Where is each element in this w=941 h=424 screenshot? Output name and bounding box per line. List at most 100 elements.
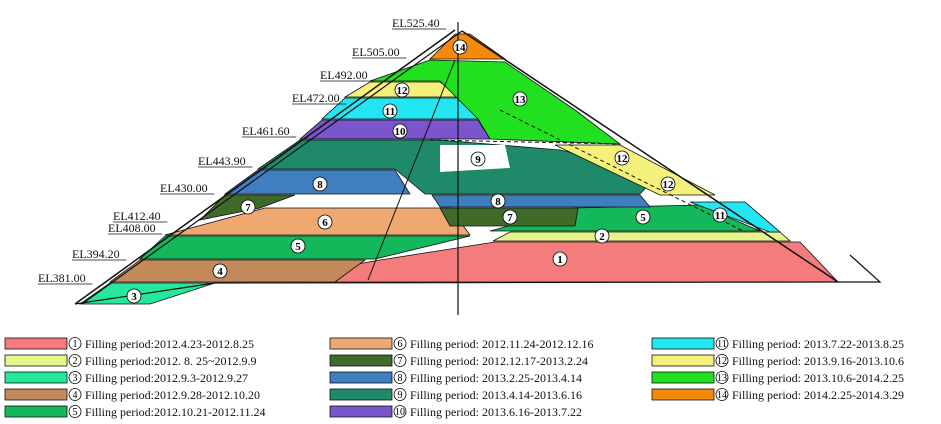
zone-marker xyxy=(452,39,468,55)
elevation-label: EL505.00 xyxy=(352,45,400,59)
legend-marker xyxy=(715,371,729,384)
zone-number: 4 xyxy=(217,266,223,278)
legend-swatch-14 xyxy=(651,388,715,401)
legend-marker xyxy=(68,371,82,384)
legend-number: 5 xyxy=(73,407,78,418)
elevation-label: EL443.90 xyxy=(198,154,246,168)
internal-line-3 xyxy=(429,139,621,145)
upstream-slope xyxy=(74,29,456,305)
zone-number: 8 xyxy=(317,179,323,191)
zone-number: 12 xyxy=(663,179,675,191)
elevation-label: EL492.00 xyxy=(320,68,368,82)
legend-number: 13 xyxy=(717,373,727,384)
zone-number: 12 xyxy=(397,85,409,97)
zone-number: 6 xyxy=(322,217,328,229)
upstream-slope-2 xyxy=(81,30,463,305)
base-line xyxy=(74,254,882,305)
zone-number: 2 xyxy=(599,231,605,243)
zone-number: 12 xyxy=(617,153,629,165)
legend-swatch-12 xyxy=(651,354,715,367)
legend-swatch-11 xyxy=(651,337,715,350)
internal-line-1 xyxy=(367,59,456,281)
legend-number: 9 xyxy=(398,390,403,401)
legend-marker xyxy=(715,337,729,350)
legend-marker xyxy=(68,405,82,418)
zone-number: 14 xyxy=(455,42,467,54)
elevation-label: EL472.00 xyxy=(292,91,340,105)
legend-marker xyxy=(393,388,407,401)
legend-marker xyxy=(393,405,407,418)
legend-number: 6 xyxy=(398,339,403,350)
legend-swatch-1 xyxy=(4,337,68,350)
legend-marker xyxy=(715,354,729,367)
legend-number: 4 xyxy=(73,390,78,401)
legend-label-1: Filling period:2012.4.23-2012.8.25 xyxy=(85,337,254,351)
legend-number: 8 xyxy=(398,373,403,384)
zone-number: 7 xyxy=(507,212,513,224)
legend-marker xyxy=(393,337,407,350)
legend-marker xyxy=(68,354,82,367)
zone-number: 11 xyxy=(385,106,395,118)
elevation-label: EL430.00 xyxy=(160,181,208,195)
elevation-label: EL408.00 xyxy=(108,221,156,235)
zone-marker xyxy=(212,263,228,279)
legend-number: 3 xyxy=(73,373,78,384)
legend-marker xyxy=(715,388,729,401)
zone-2 xyxy=(492,231,792,242)
legend-number: 1 xyxy=(73,339,78,350)
zone-marker xyxy=(614,150,630,166)
zone-marker xyxy=(712,207,728,223)
zone-number: 5 xyxy=(295,241,301,253)
zone-marker xyxy=(317,214,333,230)
legend-label-8: Filling period: 2013.2.25-2013.4.14 xyxy=(410,371,582,385)
zone-marker xyxy=(240,199,256,215)
legend-number: 7 xyxy=(398,356,403,367)
legend-swatch-4 xyxy=(4,388,68,401)
legend-label-4: Filling period:2012.9.28-2012.10.20 xyxy=(85,388,260,402)
legend-swatch-3 xyxy=(4,371,68,384)
legend-label-5: Filling period:2012.10.21-2012.11.24 xyxy=(85,405,266,419)
legend-label-2: Filling period:2012. 8. 25~2012.9.9 xyxy=(85,354,257,368)
legend-label-9: Filling period: 2013.4.14-2013.6.16 xyxy=(410,388,582,402)
zone-marker xyxy=(594,228,610,244)
legend-swatch-7 xyxy=(329,354,393,367)
legend-marker xyxy=(68,337,82,350)
legend-number: 12 xyxy=(717,356,727,367)
zone-number: 9 xyxy=(475,154,481,166)
legend-label-12: Filling period: 2013.9.16-2013.10.6 xyxy=(732,354,904,368)
zone-number: 1 xyxy=(557,254,563,266)
zone-marker xyxy=(312,176,328,192)
zone-marker xyxy=(552,251,568,267)
downstream-slope xyxy=(461,30,839,283)
legend-marker xyxy=(393,354,407,367)
zone-marker xyxy=(392,123,408,139)
legend-number: 10 xyxy=(395,407,405,418)
zone-marker xyxy=(512,91,528,107)
zone-number: 8 xyxy=(495,196,501,208)
legend-marker xyxy=(393,371,407,384)
legend-label-13: Filling period: 2013.10.6-2014.2.25 xyxy=(732,371,904,385)
legend-swatch-13 xyxy=(651,371,715,384)
legend-swatch-8 xyxy=(329,371,393,384)
legend-swatch-9 xyxy=(329,388,393,401)
elevation-label: EL394.20 xyxy=(72,247,120,261)
legend-label-3: Filling period:2012.9.3-2012.9.27 xyxy=(85,371,248,385)
zone-number: 7 xyxy=(245,202,251,214)
elevation-label: EL461.60 xyxy=(242,124,290,138)
zone-marker xyxy=(382,103,398,119)
legend-swatch-2 xyxy=(4,354,68,367)
zone-marker xyxy=(290,238,306,254)
zone-marker xyxy=(394,82,410,98)
zone-marker xyxy=(502,209,518,225)
legend-label-10: Filling period: 2013.6.16-2013.7.22 xyxy=(410,405,582,419)
zone-number: 5 xyxy=(640,212,646,224)
zone-4 xyxy=(108,259,367,283)
legend-label-11: Filling period: 2013.7.22-2013.8.25 xyxy=(732,337,904,351)
zone-marker xyxy=(126,288,142,304)
zone-marker xyxy=(470,151,486,167)
zone-marker xyxy=(490,193,506,209)
elevation-label: EL381.00 xyxy=(38,271,86,285)
legend-marker xyxy=(68,388,82,401)
zone-number: 3 xyxy=(131,291,137,303)
